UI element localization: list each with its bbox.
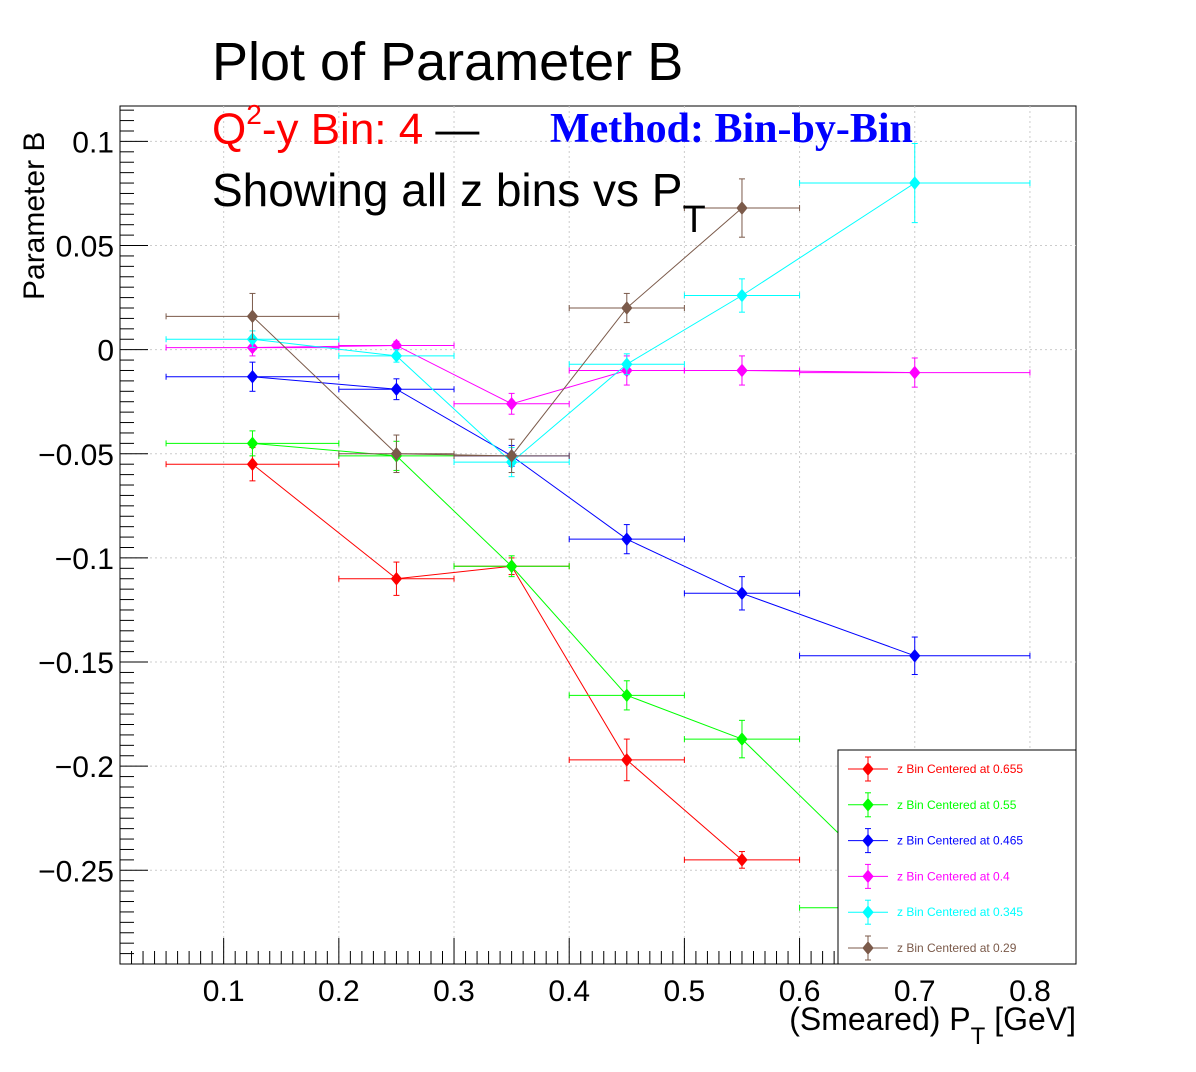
data-point — [621, 357, 633, 372]
x-axis-label-unit: [GeV] — [985, 1001, 1076, 1037]
series-0 — [165, 447, 801, 869]
legend-entry-2: z Bin Centered at 0.465 — [848, 828, 1023, 854]
y-tick-label: −0.15 — [38, 647, 114, 680]
series-4 — [165, 142, 1031, 478]
x-tick-label: 0.6 — [779, 975, 821, 1008]
subtitle-q2-bin: Q2-y Bin: 4 — — [212, 99, 479, 154]
data-point — [909, 649, 921, 663]
data-point — [736, 586, 748, 601]
subtitle-method: Method: Bin-by-Bin — [550, 106, 913, 152]
chart-title: Plot of Parameter B — [212, 32, 683, 92]
legend-entry-4: z Bin Centered at 0.345 — [848, 899, 1023, 925]
legend-label: z Bin Centered at 0.29 — [897, 941, 1017, 955]
x-tick-label: 0.2 — [318, 975, 360, 1008]
plot-frame — [119, 105, 1077, 965]
y-tick-label: −0.25 — [38, 855, 114, 888]
legend-label: z Bin Centered at 0.345 — [897, 905, 1023, 919]
data-point — [390, 447, 403, 461]
subtitle-separator: — — [423, 105, 479, 154]
legend-entry-5: z Bin Centered at 0.29 — [848, 935, 1017, 961]
data-point — [246, 457, 259, 471]
subtitle-ybin: -y Bin: 4 — [262, 105, 423, 154]
data-point — [909, 365, 921, 380]
series-2 — [165, 361, 1031, 676]
data-point — [621, 688, 633, 703]
data-point — [505, 397, 518, 411]
data-point — [505, 449, 518, 463]
legend-entry-0: z Bin Centered at 0.655 — [848, 756, 1023, 782]
series-line — [252, 442, 916, 909]
legend-marker — [862, 869, 874, 884]
data-point — [390, 349, 403, 363]
data-point — [736, 853, 748, 867]
data-point — [621, 753, 633, 767]
legend-label: z Bin Centered at 0.55 — [897, 798, 1017, 812]
legend-label: z Bin Centered at 0.465 — [897, 834, 1023, 848]
data-point — [736, 732, 748, 746]
subtitle-q-sup: 2 — [246, 99, 262, 130]
series-layer — [165, 142, 1031, 930]
subtitle-line3-sub: T — [682, 199, 705, 241]
legend: z Bin Centered at 0.655 z Bin Centered at… — [837, 749, 1077, 965]
data-point — [390, 382, 403, 397]
data-point — [246, 309, 259, 324]
legend-label: z Bin Centered at 0.4 — [897, 869, 1010, 883]
legend-marker — [862, 762, 874, 776]
legend-marker — [862, 833, 874, 848]
data-point — [246, 436, 259, 451]
subtitle-line3: Showing all z bins vs PT — [212, 164, 706, 241]
x-tick-label: 0.1 — [203, 975, 245, 1008]
x-axis-label-main: (Smeared) P — [789, 1001, 970, 1037]
y-tick-label: 0.1 — [72, 126, 114, 159]
series-5 — [165, 178, 801, 474]
y-tick-label: −0.05 — [38, 439, 114, 472]
y-tick-label: −0.1 — [55, 543, 114, 576]
data-point — [909, 176, 921, 190]
data-point — [621, 301, 633, 315]
y-tick-label: 0 — [97, 335, 114, 368]
data-point — [621, 532, 633, 546]
y-axis-label: Parameter B — [18, 132, 51, 300]
x-axis-label: (Smeared) PT [GeV] — [789, 1001, 1076, 1050]
x-tick-label: 0.5 — [664, 975, 706, 1008]
x-tick-label: 0.4 — [548, 975, 590, 1008]
subtitle-line3-main: Showing all z bins vs P — [212, 164, 682, 216]
data-point — [736, 288, 748, 303]
data-point — [505, 559, 518, 574]
x-tick-label: 0.7 — [894, 975, 936, 1008]
y-tick-label: −0.2 — [55, 751, 114, 784]
legend-entry-3: z Bin Centered at 0.4 — [848, 863, 1010, 889]
data-point — [390, 571, 403, 586]
legend-marker — [862, 798, 874, 812]
data-point — [736, 201, 748, 215]
y-tick-label: 0.05 — [56, 231, 114, 264]
x-tick-label: 0.8 — [1009, 975, 1051, 1008]
data-point — [246, 369, 259, 384]
series-line — [252, 344, 915, 405]
data-point — [736, 363, 748, 378]
x-axis-label-sub: T — [971, 1023, 986, 1050]
legend-label: z Bin Centered at 0.655 — [897, 762, 1023, 776]
legend-marker — [862, 905, 874, 919]
series-line — [252, 182, 916, 463]
subtitle-q: Q — [212, 105, 246, 154]
legend-marker — [862, 941, 874, 955]
legend-frame — [837, 749, 1077, 965]
legend-entry-1: z Bin Centered at 0.55 — [848, 792, 1017, 818]
series-line — [252, 376, 915, 657]
x-tick-label: 0.3 — [433, 975, 475, 1008]
